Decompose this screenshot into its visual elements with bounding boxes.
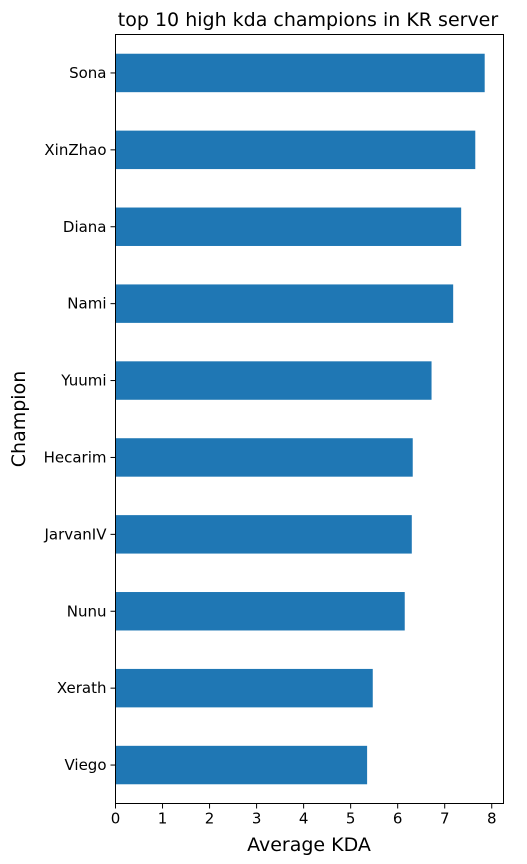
y-tick-label: JarvanIV	[43, 525, 107, 543]
bar-sona	[115, 53, 485, 93]
plot-frame	[115, 34, 504, 804]
bar-xinzhao	[115, 130, 476, 170]
y-tick-label: XinZhao	[44, 141, 106, 159]
bar-nami	[115, 284, 454, 323]
y-tick-label: Hecarim	[44, 448, 107, 466]
x-tick-label: 5	[346, 810, 356, 828]
x-tick-label: 4	[299, 810, 309, 828]
x-tick-label: 0	[111, 810, 121, 828]
x-tick-label: 1	[158, 810, 168, 828]
y-tick-label: Xerath	[57, 679, 107, 697]
y-axis-ticks: Sona XinZhao Diana Nami Yuumi Hecarim JarvanIV…	[43, 64, 116, 774]
bar-yuumi	[115, 361, 432, 400]
bar-xerath	[115, 668, 373, 708]
x-tick-label: 8	[487, 810, 497, 828]
x-tick-label: 7	[440, 810, 450, 828]
x-tick-label: 2	[205, 810, 215, 828]
bar-nunu	[115, 592, 405, 631]
y-tick-label: Nami	[67, 295, 106, 313]
y-tick-label: Diana	[63, 218, 107, 236]
bar-jarvaniv	[115, 515, 412, 554]
y-axis-label: Champion	[8, 371, 30, 467]
x-axis-label: Average KDA	[247, 834, 371, 856]
y-tick-label: Yuumi	[60, 372, 106, 390]
y-tick-label: Sona	[69, 64, 106, 82]
x-tick-label: 6	[393, 810, 403, 828]
chart-title: top 10 high kda champions in KR server	[118, 9, 499, 31]
y-tick-label: Nunu	[67, 602, 107, 620]
bars-group	[115, 53, 485, 785]
x-tick-label: 3	[252, 810, 262, 828]
bar-viego	[115, 745, 368, 785]
bar-hecarim	[115, 438, 413, 477]
bar-diana	[115, 207, 462, 246]
y-tick-label: Viego	[64, 756, 106, 774]
x-axis-ticks: 0 1 2 3 4 5 6 7 8	[111, 803, 497, 828]
